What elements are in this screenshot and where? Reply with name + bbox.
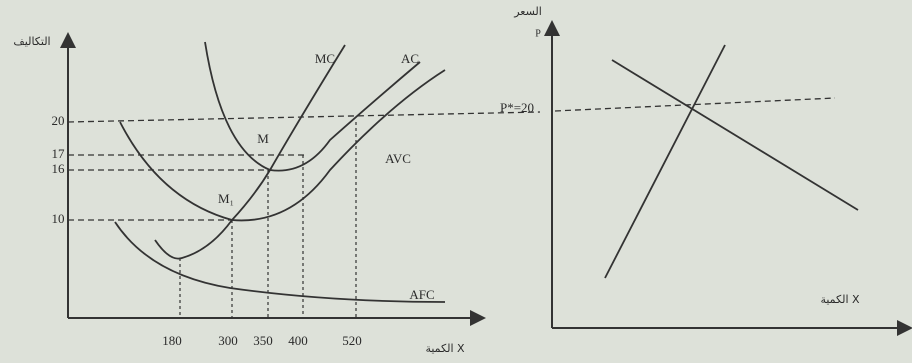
right-y-axis-symbol: P xyxy=(535,28,541,39)
y-tick-label: 20 xyxy=(52,113,65,128)
vertical-guides xyxy=(179,122,357,318)
guide-20 xyxy=(67,111,541,123)
x-tick-label: 520 xyxy=(342,333,362,348)
point-label: M₁ xyxy=(218,191,234,206)
y-axis-label: التكاليف xyxy=(13,35,50,48)
point-label: M xyxy=(257,131,269,146)
supply-line xyxy=(604,44,726,279)
curve-label: AVC xyxy=(385,151,411,166)
y-tick-label: 17 xyxy=(52,146,66,161)
curve-label: AC xyxy=(401,51,419,66)
price-label: P*=20 xyxy=(500,100,534,115)
y-tick-label: 16 xyxy=(52,161,66,176)
afc-curve xyxy=(114,221,446,303)
avc-curve xyxy=(119,69,446,222)
curve-label: AFC xyxy=(409,287,434,302)
x-axis-label: الكمية X xyxy=(425,342,465,355)
x-tick-label: 350 xyxy=(253,333,273,348)
curve-label: MC xyxy=(315,51,335,66)
mc-curve xyxy=(154,44,346,260)
x-tick-label: 300 xyxy=(218,333,238,348)
right-y-axis-label: السعر xyxy=(513,5,542,18)
right-x-axis-label: الكمية X xyxy=(820,293,860,306)
ac-curve xyxy=(204,41,421,172)
x-tick-label: 400 xyxy=(288,333,308,348)
x-tick-label: 180 xyxy=(162,333,182,348)
demand-line xyxy=(611,59,859,211)
y-tick-label: 10 xyxy=(52,211,65,226)
